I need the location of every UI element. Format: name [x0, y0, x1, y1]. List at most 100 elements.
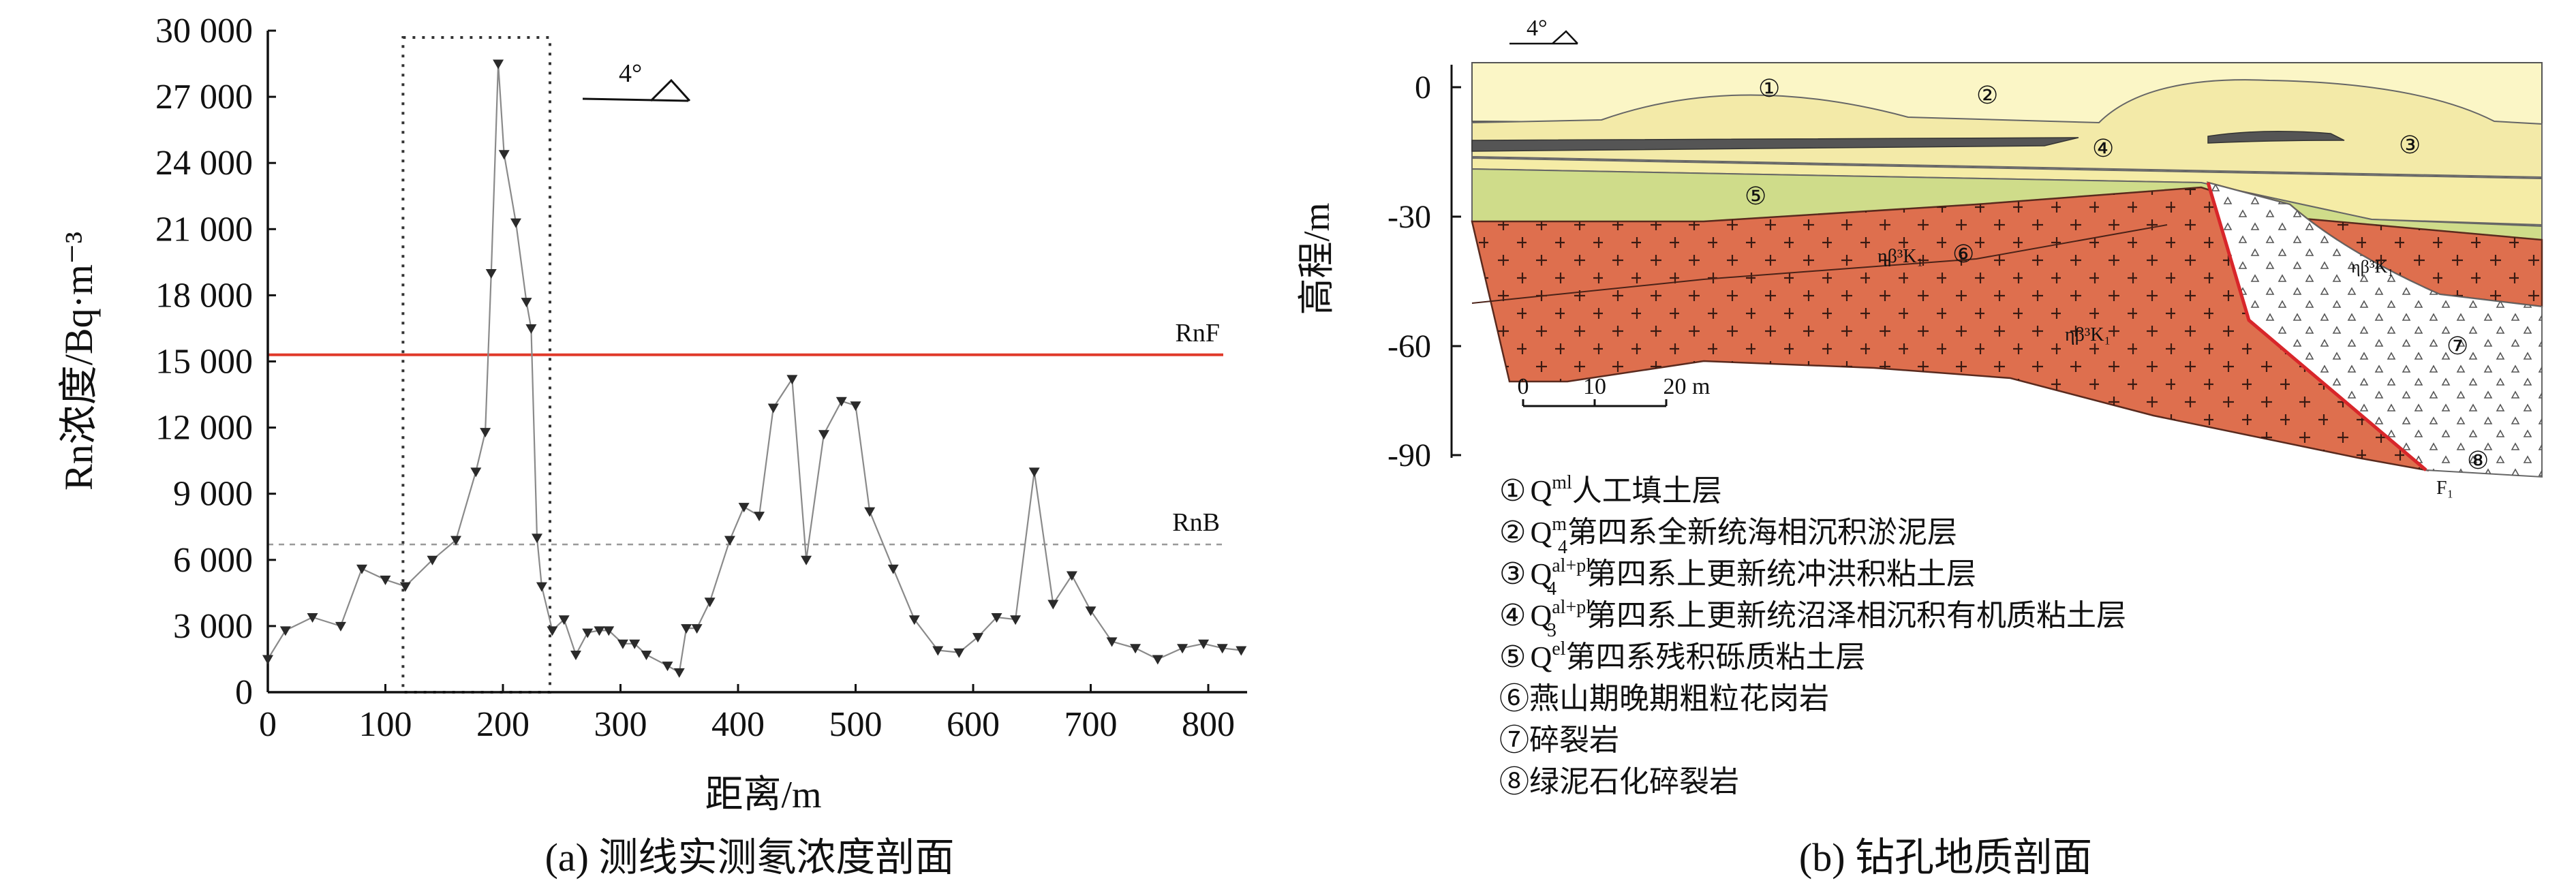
caption-b: (b) 钻孔地质剖面 — [1799, 835, 2092, 880]
layer-marker-3: ③ — [2399, 131, 2421, 159]
rn-data-point — [450, 535, 461, 546]
rock-code-label-c: ηβ³K₁ — [2351, 257, 2393, 277]
rn-data-point — [558, 615, 570, 625]
rn-data-point — [380, 575, 391, 585]
rn-data-point — [1047, 600, 1059, 610]
rnf-label: RnF — [1176, 319, 1220, 347]
legend-item: ④ Qal+pl 3 第四系上更新统沼泽相沉积有机质粘土层 — [1499, 597, 2126, 641]
rn-data-point — [786, 375, 798, 385]
legend-item: ⑥燕山期晚期粗粒花岗岩 — [1499, 682, 1829, 715]
rn-data-point — [493, 59, 504, 69]
north-arrow-label-b: 4° — [1527, 16, 1548, 41]
rn-data-point — [521, 298, 532, 308]
rn-data-point — [1130, 644, 1141, 654]
rn-data-point — [470, 467, 482, 478]
layer-marker-1: ① — [1758, 75, 1780, 102]
rn-data-point — [629, 639, 641, 649]
rn-data-point — [582, 628, 594, 638]
rn-data-point — [1177, 644, 1189, 654]
rn-data-point — [1152, 655, 1163, 665]
scale-tick-0: 0 — [1518, 374, 1529, 399]
layer-marker-7: ⑦ — [2447, 332, 2468, 360]
rn-data-point — [603, 626, 615, 636]
rn-data-point — [570, 650, 581, 660]
layer-organic-clay-lens-1 — [1471, 137, 2079, 152]
rn-series-markers — [262, 59, 1247, 678]
y-tick-label: 27 000 — [155, 78, 253, 117]
rn-data-point — [1198, 639, 1210, 649]
rn-data-point — [1028, 467, 1040, 478]
y-tick-label: 30 000 — [155, 12, 253, 50]
y-tick-label: 18 000 — [155, 276, 253, 315]
rn-data-point — [532, 533, 543, 544]
rn-data-point — [617, 639, 628, 649]
elevation-tick-label: 0 — [1415, 69, 1431, 106]
layer-marker-5: ⑤ — [1745, 183, 1766, 210]
rn-data-point — [724, 535, 735, 546]
rn-data-point — [754, 512, 765, 522]
fault-line — [2206, 182, 2427, 471]
elevation-axis-title: 高程/m — [1296, 202, 1337, 315]
panel-b: 4° 0-30-60-90 高程/m ηβ³K₁ ηβ³K₁ ηβ³K₁ F₁ … — [1296, 16, 2543, 880]
rn-data-point — [262, 655, 273, 665]
y-axis-title: Rn浓度/Bq·m⁻³ — [57, 232, 101, 491]
legend-item: ⑦碎裂岩 — [1499, 724, 1619, 757]
highlight-box — [401, 36, 551, 694]
y-tick-label: 9 000 — [173, 475, 253, 514]
rn-data-point — [1106, 637, 1118, 647]
rn-series-line — [267, 63, 1242, 674]
x-tick-label: 300 — [594, 705, 647, 744]
elevation-tick-label: -30 — [1387, 199, 1431, 235]
scale-tick-20: 20 m — [1663, 374, 1711, 399]
rn-data-point — [399, 582, 411, 592]
layer-marker-8: ⑧ — [2467, 447, 2489, 474]
north-arrow-icon-b: 4° — [1509, 16, 1578, 45]
x-tick-label: 800 — [1182, 705, 1235, 744]
y-tick-label: 6 000 — [173, 541, 253, 580]
layer-organic-clay-lens-2 — [2207, 131, 2345, 144]
y-tick-label: 12 000 — [155, 409, 253, 448]
rock-code-label-b: ηβ³K₁ — [2065, 324, 2111, 345]
elevation-tick-label: -60 — [1387, 328, 1431, 364]
rn-data-point — [681, 624, 692, 634]
rn-data-point — [279, 626, 291, 636]
rn-data-point — [1010, 615, 1022, 625]
fault-label: F₁ — [2436, 478, 2453, 499]
layer-granite-pattern — [1472, 183, 2542, 470]
layer-muck-bump — [1471, 79, 2543, 178]
layer-marker-2: ② — [1976, 82, 1998, 109]
layer-cataclasite-pattern — [2208, 183, 2542, 477]
rn-data-point — [485, 269, 497, 279]
rn-data-point — [641, 650, 652, 660]
x-tick-label: 200 — [476, 705, 530, 744]
rn-data-point — [1066, 571, 1077, 581]
rn-data-point — [767, 403, 779, 414]
rn-data-point — [547, 626, 558, 636]
rn-data-point — [594, 626, 605, 636]
north-arrow-label: 4° — [619, 59, 642, 88]
layer-marker-6: ⑥ — [1952, 240, 1974, 268]
rn-data-point — [972, 633, 983, 643]
rn-data-point — [704, 597, 716, 608]
y-ticks: 0 3 000 6 000 9 000 12 000 15 000 18 000 21 000… — [155, 12, 276, 712]
x-tick-label: 700 — [1064, 705, 1118, 744]
x-tick-label: 0 — [259, 705, 277, 744]
y-tick-label: 15 000 — [155, 343, 253, 382]
rn-data-point — [510, 218, 521, 228]
rn-data-point — [673, 668, 685, 678]
x-tick-label: 100 — [359, 705, 412, 744]
y-tick-label: 24 000 — [155, 144, 253, 183]
rn-data-point — [427, 555, 438, 565]
legend-item: ② Qm 4第四系全新统海相沉积淤泥层 — [1499, 514, 1957, 558]
rn-data-point — [864, 507, 876, 517]
rn-data-point — [1085, 606, 1097, 617]
caption-a: (a) 测线实测氡浓度剖面 — [545, 835, 955, 880]
rn-data-point — [307, 612, 318, 623]
rn-data-point — [536, 582, 547, 592]
rn-data-point — [908, 615, 920, 625]
elevation-tick-label: -90 — [1387, 437, 1431, 473]
layer-marker-4: ④ — [2092, 135, 2114, 162]
y-tick-label: 21 000 — [155, 210, 253, 249]
x-axis-title: 距离/m — [705, 774, 821, 816]
